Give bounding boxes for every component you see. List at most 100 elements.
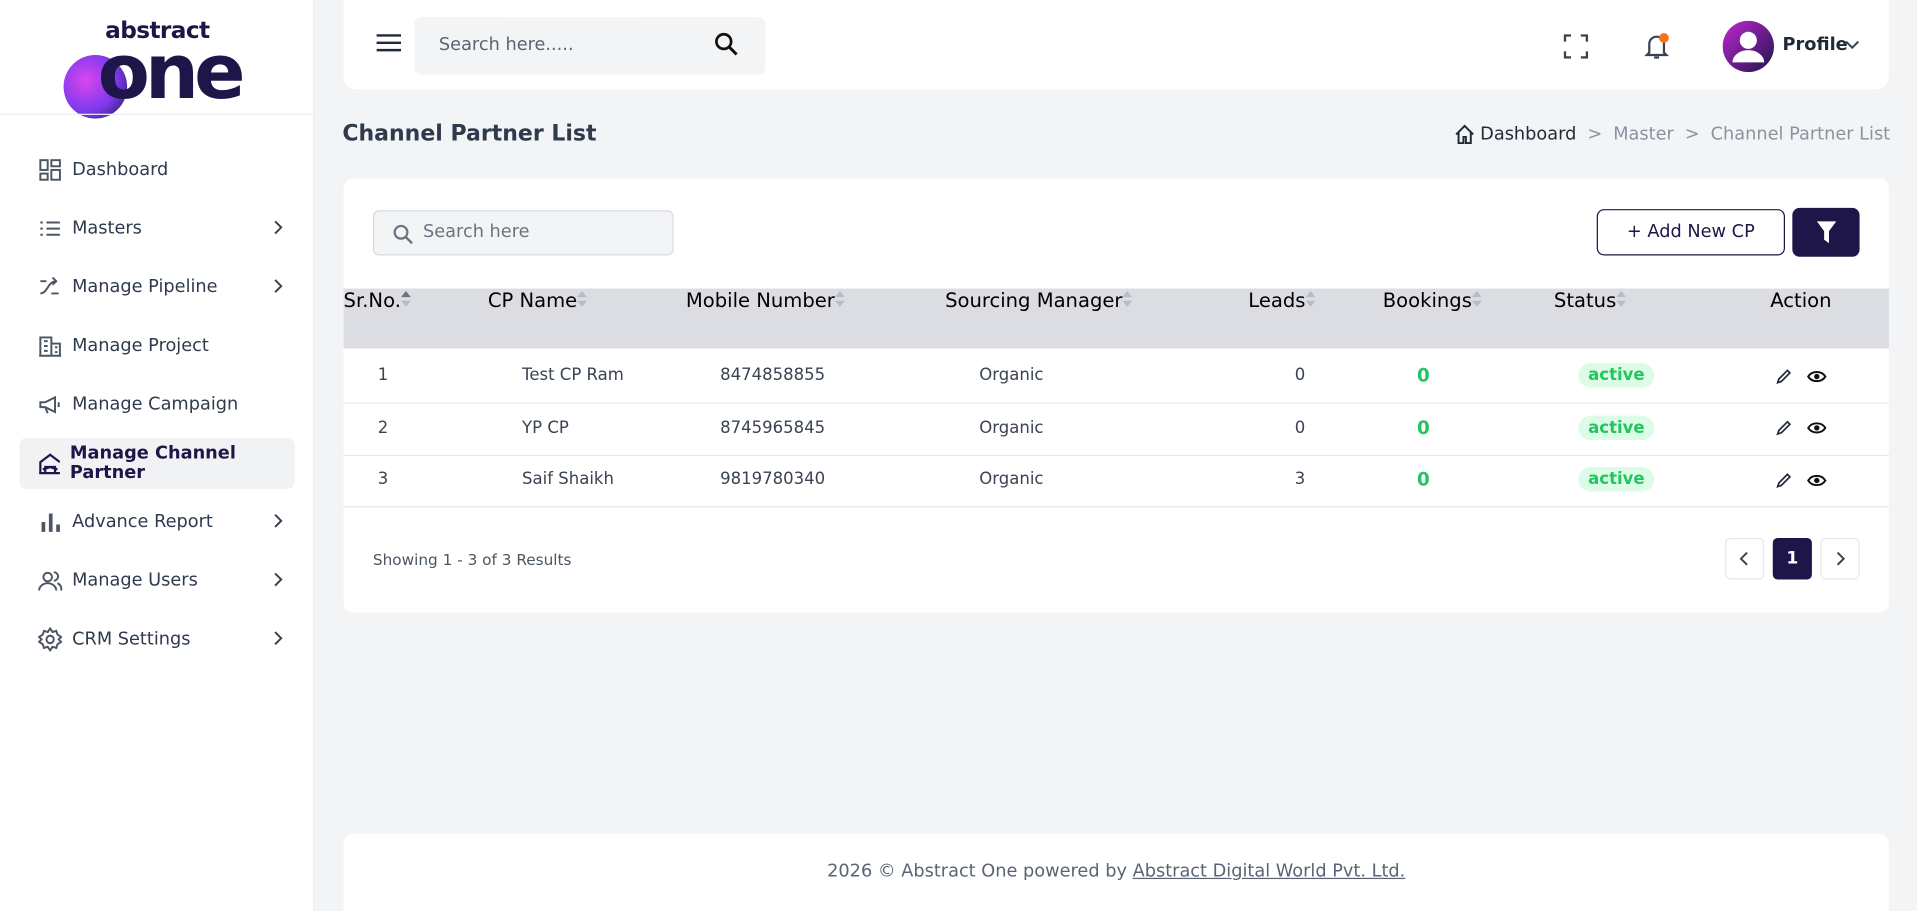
column-header[interactable]: Sr.No. [344,289,488,349]
table-cell: 1 [377,365,389,386]
column-header[interactable]: Mobile Number [686,289,945,349]
home-icon [1455,124,1474,145]
menu-icon [39,159,61,181]
table-cell: YP CP [522,417,569,438]
breadcrumb-separator: > [1684,124,1700,145]
page-title: Channel Partner List [342,121,597,147]
current-page[interactable]: 1 [1772,537,1812,580]
menu-label: Manage Campaign [72,394,239,415]
table-cell: active [1554,402,1713,455]
sort-icon [1305,290,1316,307]
menu-label: Manage Project [72,336,209,356]
menu-item[interactable]: Manage Pipeline [20,262,295,313]
bookings-count: 0 [1416,468,1430,491]
view-icon[interactable] [1807,419,1827,436]
view-icon[interactable] [1807,471,1827,488]
menu-item[interactable]: Dashboard [20,144,295,195]
submenu-arrow [274,514,283,528]
column-header[interactable]: Status [1554,289,1713,349]
sidebar: abstract one Dashboard Masters Manage Pipe… [0,0,315,911]
sort-icon [400,290,411,307]
menu-icon [38,571,63,591]
bookings-count: 0 [1416,364,1430,387]
logo-top: abstract [105,17,210,45]
menu-item[interactable]: CRM Settings [20,614,295,665]
status-badge: active [1578,415,1655,440]
column-header[interactable]: Sourcing Manager [945,289,1248,349]
column-header[interactable]: Leads [1248,289,1382,349]
submenu-arrow [274,631,283,646]
add-button[interactable]: + Add New CP [1596,209,1785,256]
menu: Dashboard Masters Manage Pipeline Manage Pr… [19,144,295,672]
menu-toggle[interactable] [376,33,402,53]
menu-item[interactable]: Manage Campaign [20,379,295,430]
view-icon[interactable] [1807,367,1827,384]
table-cell: 2 [377,417,389,438]
table-cell: Test CP Ram [522,365,624,386]
table-cell: Organic [979,365,1044,386]
action-cell [1713,350,1889,403]
top-bar: Search here..... Profile [343,0,1889,90]
breadcrumb-item[interactable]: Master [1613,124,1674,145]
menu-icon [41,513,60,532]
edit-icon[interactable] [1775,419,1792,436]
column-header[interactable]: CP Name [488,289,686,349]
divider [0,113,313,115]
filter-button[interactable] [1792,207,1860,257]
breadcrumb-item[interactable]: Dashboard [1480,124,1577,145]
table-row: 1 Test CP Ram 8474858855 Organic 0 0 active [343,350,1889,404]
menu-label: Manage Channel Partner [69,443,236,483]
table-search[interactable]: Search here [372,210,674,256]
footer-link[interactable]: Abstract Digital World Pvt. Ltd. [1132,861,1406,882]
menu-item[interactable]: Manage Project [20,320,295,371]
breadcrumb: Dashboard > Master > Channel Partner List [1453,123,1890,145]
sort-icon [1122,290,1133,307]
list-card: Search here + Add New CP Sr.No. CP Name Mo… [343,178,1889,613]
column-header[interactable]: Bookings [1383,289,1554,349]
edit-icon[interactable] [1775,471,1792,488]
sort-icon [1471,290,1482,307]
prev-page[interactable] [1725,537,1765,580]
menu-label: Dashboard [72,160,169,180]
table-cell: active [1554,454,1713,507]
avatar[interactable] [1722,20,1774,73]
table-cell: 9819780340 [720,469,826,490]
menu-item[interactable]: Manage Channel Partner [19,437,295,490]
table-row: 3 Saif Shaikh 9819780340 Organic 3 0 active [343,454,1889,508]
menu-icon [39,336,62,357]
column-header[interactable]: Action [1770,288,1832,312]
table-search-placeholder: Search here [423,222,530,243]
submenu-arrow [274,220,283,235]
menu-item[interactable]: Manage Users [20,555,295,606]
table-cell: 0 [1383,454,1554,507]
status-badge: active [1578,467,1655,492]
notification-icon[interactable] [1644,32,1671,61]
top-search[interactable]: Search here..... [414,17,766,75]
table-cell: 8474858855 [720,365,826,386]
menu-label: Masters [72,218,142,239]
edit-icon[interactable] [1775,367,1792,384]
breadcrumb-item[interactable]: Channel Partner List [1710,124,1891,145]
table-header: Sr.No. CP Name Mobile Number Sourcing Manag… [343,288,1889,349]
table-cell: Organic [979,469,1044,490]
sort-icon [834,290,845,307]
submenu-arrow [274,279,283,293]
search-icon [393,224,413,245]
sort-icon [577,290,587,307]
fullscreen-icon[interactable] [1563,34,1589,59]
table-row: 2 YP CP 8745965845 Organic 0 0 active [343,402,1889,456]
menu-item[interactable]: Advance Report [20,496,295,547]
menu-label: Advance Report [72,512,213,532]
next-page[interactable] [1820,537,1860,580]
table-cell: Organic [979,417,1044,438]
footer-text: 2026 © Abstract One powered by [827,861,1127,882]
table-cell: 0 [1294,365,1306,386]
logo: abstract one [61,17,257,119]
menu-item[interactable]: Masters [20,203,295,254]
profile-menu[interactable]: Profile [1782,35,1848,56]
menu-label: CRM Settings [72,629,191,650]
search-icon [715,32,738,56]
menu-icon [40,276,59,295]
table-cell: 3 [377,469,389,490]
